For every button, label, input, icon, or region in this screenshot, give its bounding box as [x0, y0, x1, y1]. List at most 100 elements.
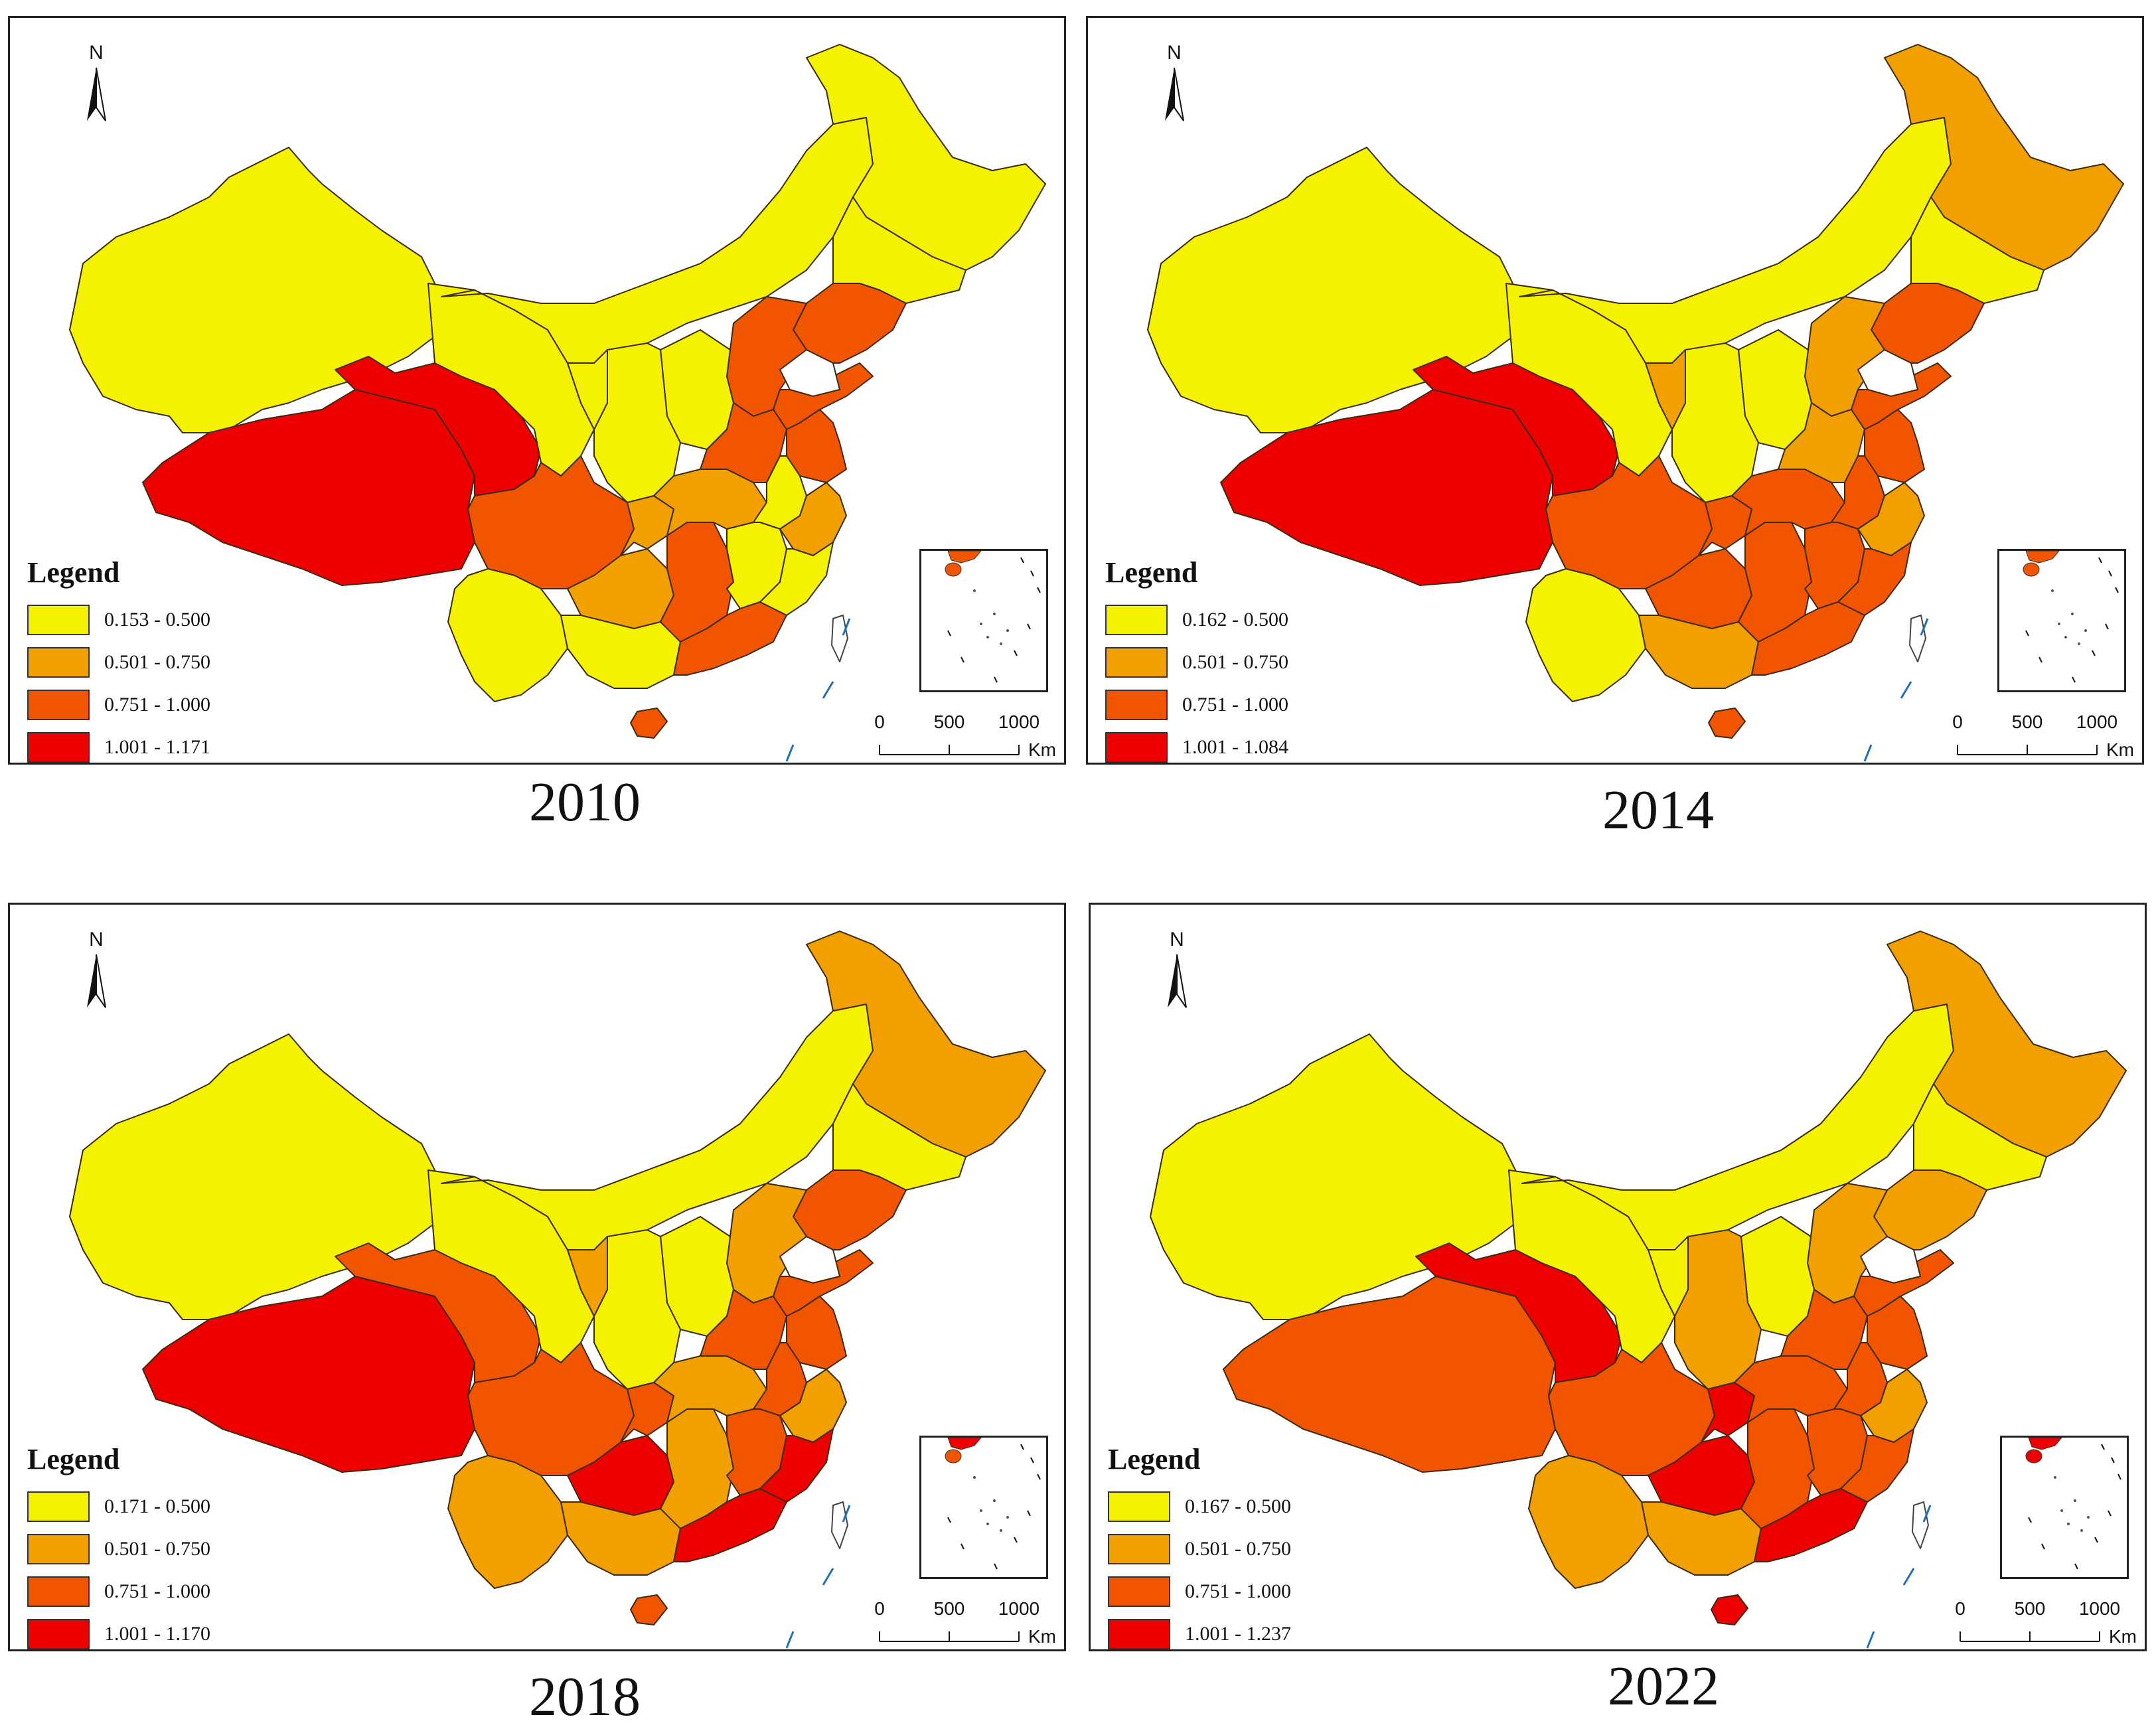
year-label-2022: 2022	[1608, 1655, 1719, 1717]
choropleth-map	[1150, 931, 2127, 1649]
south-china-sea-inset	[919, 1436, 1048, 1579]
legend-item: 0.501 - 0.750	[27, 641, 306, 684]
legend: Legend 0.153 - 0.500 0.501 - 0.750 0.751 - …	[27, 556, 306, 763]
north-label: N	[1170, 929, 1184, 950]
legend: Legend 0.162 - 0.500 0.501 - 0.750 0.751 - …	[1105, 556, 1384, 763]
legend-label: 1.001 - 1.084	[1182, 736, 1288, 758]
north-label: N	[89, 929, 104, 950]
north-arrow-icon: N	[87, 929, 106, 1008]
legend-label: 1.001 - 1.170	[104, 1623, 210, 1645]
bohai-sea	[1857, 348, 1919, 398]
sea-boundary-line	[1900, 681, 1912, 699]
scale-tick-label: 1000	[998, 1598, 1040, 1619]
scale-unit: Km	[2109, 1626, 2137, 1647]
legend-swatch	[27, 1576, 90, 1607]
region-guangxi	[1641, 1501, 1762, 1576]
region-xinjiang	[69, 147, 442, 433]
scale-tick-label: 1000	[998, 712, 1040, 732]
legend-swatch	[1105, 690, 1168, 720]
scale-tick-label: 1000	[2076, 712, 2118, 732]
scale-tick-label: 0	[874, 1598, 885, 1619]
legend-swatch	[27, 1619, 90, 1649]
region-xinjiang	[1150, 1033, 1523, 1320]
inset-map	[2025, 1437, 2121, 1570]
legend-label: 0.501 - 0.750	[104, 651, 210, 673]
region-zhejiang	[779, 1369, 847, 1443]
sea-boundary-line	[842, 618, 851, 636]
south-china-sea-inset	[919, 549, 1048, 692]
north-arrow-icon: N	[1165, 42, 1184, 121]
legend-item: 1.001 - 1.171	[27, 726, 306, 763]
bohai-sea	[779, 1235, 841, 1284]
legend-swatch	[27, 1491, 90, 1522]
scale-bar: 0 500 1000 Km	[874, 712, 1056, 760]
north-label: N	[89, 42, 104, 64]
south-china-sea-inset	[2000, 1436, 2129, 1579]
region-hainan	[1711, 1594, 1748, 1625]
legend-title: Legend	[1105, 556, 1198, 589]
scale-bar: 0 500 1000 Km	[874, 1598, 1056, 1647]
sea-boundary-line	[785, 1631, 795, 1649]
legend-swatch	[1108, 1619, 1170, 1649]
region-guangdong	[1751, 601, 1865, 676]
map-panel-2022: N Legend 0.167 - 0.500 0.501 - 0.750 0.751 -…	[1089, 903, 2147, 1651]
sea-boundary-line	[1863, 744, 1873, 762]
year-label-2010: 2010	[529, 771, 641, 833]
legend-title: Legend	[27, 556, 120, 589]
choropleth-map	[1147, 44, 2124, 762]
legend-swatch	[1108, 1491, 1170, 1522]
north-label: N	[1167, 42, 1182, 64]
legend-item: 0.162 - 0.500	[1105, 599, 1384, 641]
region-heilongjiang	[806, 44, 1046, 271]
sea-boundary-line	[785, 744, 795, 762]
legend-swatch	[1105, 605, 1168, 635]
scale-tick-label: 500	[2015, 1598, 2046, 1619]
region-hainan	[1708, 708, 1746, 739]
legend-label: 0.171 - 0.500	[104, 1495, 210, 1517]
legend-swatch	[27, 605, 90, 635]
north-arrow-icon: N	[1168, 929, 1187, 1008]
region-ningxia	[1645, 349, 1686, 430]
choropleth-map	[69, 931, 1046, 1649]
legend-swatch	[1105, 732, 1168, 763]
sea-boundary-line	[1922, 1505, 1932, 1523]
region-heilongjiang	[1884, 44, 2124, 271]
legend-swatch	[1108, 1576, 1170, 1607]
inset-map	[945, 1437, 1041, 1570]
legend-item: 0.751 - 1.000	[1105, 684, 1384, 726]
legend-label: 0.501 - 0.750	[1185, 1538, 1291, 1560]
region-taiwan	[1909, 615, 1926, 662]
inset-map	[2023, 550, 2119, 683]
legend-label: 0.162 - 0.500	[1182, 609, 1288, 631]
bohai-sea	[1859, 1235, 1922, 1284]
map-panel-2014: N Legend 0.162 - 0.500 0.501 - 0.750 0.751 -…	[1086, 16, 2144, 765]
region-yunnan	[447, 1455, 568, 1589]
legend-label: 0.153 - 0.500	[104, 609, 210, 631]
map-panel-2018: N Legend 0.171 - 0.500 0.501 - 0.750 0.751 -…	[8, 903, 1066, 1651]
region-ningxia	[567, 1236, 608, 1317]
legend-item: 1.001 - 1.084	[1105, 726, 1384, 763]
legend: Legend 0.167 - 0.500 0.501 - 0.750 0.751 - …	[1108, 1442, 1387, 1649]
legend-label: 0.751 - 1.000	[1182, 694, 1288, 715]
region-heilongjiang	[806, 931, 1046, 1158]
scale-bar: 0 500 1000 Km	[1952, 712, 2134, 760]
sea-boundary-line	[822, 1568, 834, 1586]
legend-item: 0.501 - 0.750	[27, 1528, 306, 1570]
bohai-sea	[779, 348, 841, 398]
scale-tick-label: 0	[874, 712, 885, 732]
region-henan	[700, 1289, 787, 1370]
region-zhejiang	[1857, 482, 1925, 556]
region-yunnan	[1525, 568, 1646, 702]
region-guangxi	[560, 615, 681, 689]
region-guangxi	[560, 1501, 681, 1576]
scale-tick-label: 500	[2012, 712, 2043, 732]
legend: Legend 0.171 - 0.500 0.501 - 0.750 0.751 - …	[27, 1442, 306, 1649]
region-hainan	[630, 1594, 668, 1625]
scale-unit: Km	[1028, 739, 1056, 760]
scale-tick-label: 500	[934, 1598, 965, 1619]
legend-item: 0.501 - 0.750	[1108, 1528, 1387, 1570]
legend-item: 0.167 - 0.500	[1108, 1485, 1387, 1528]
region-henan	[1778, 402, 1865, 483]
legend-swatch	[27, 1534, 90, 1564]
south-china-sea-inset	[1997, 549, 2126, 692]
